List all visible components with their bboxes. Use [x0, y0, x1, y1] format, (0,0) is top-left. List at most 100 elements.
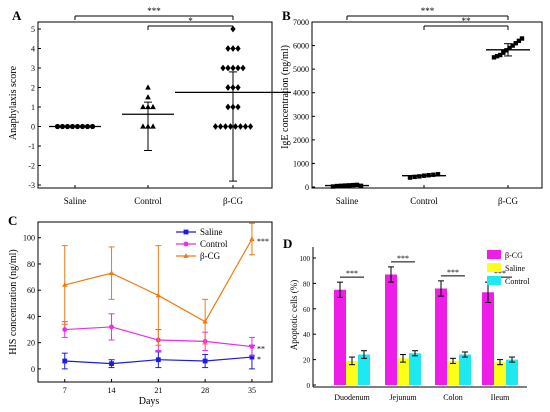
panel-a-point [235, 45, 241, 52]
panel-d-legend-swatch [487, 250, 501, 259]
panel-a-point [230, 64, 236, 72]
panel-b-y-tick-label: 6000 [293, 42, 309, 51]
panel-a-y-tick-label: 2 [31, 84, 35, 93]
panel-d-legend-label: Control [505, 277, 530, 286]
panel-a-point [222, 123, 229, 130]
panel-c-y-tick-label: 20 [27, 339, 35, 348]
panel-d-legend-swatch [487, 276, 501, 285]
panel-a-y-tick-label: 1 [31, 103, 35, 112]
panel-d-x-tick-label: Colon [443, 393, 463, 402]
panel-d-y-tick-label: 40 [303, 331, 311, 339]
panel-b-point [516, 38, 522, 44]
panel-b-point [513, 41, 518, 46]
panel-b-y-tick-label: 2000 [293, 136, 309, 145]
panel-c-letter: C [8, 213, 17, 228]
panel-b-point [407, 175, 413, 180]
panel-d-ylabel: Apoptotic cells (%) [289, 280, 299, 350]
panel-a-y-tick-label: -1 [28, 142, 35, 151]
panel-a-point [145, 84, 151, 90]
panel-b-letter: B [282, 8, 291, 23]
panel-b-point [417, 174, 422, 179]
panel-a-sig-label: *** [147, 6, 161, 16]
panel-b-plot-frame [311, 21, 543, 189]
panel-d-bar [447, 360, 459, 385]
panel-c-x-tick-label: 14 [108, 386, 116, 395]
panel-a-point [145, 94, 151, 100]
panel-a-point [140, 103, 146, 110]
panel-c-x-tick-label: 28 [201, 386, 209, 395]
panel-a-point [247, 123, 254, 130]
panel-a-y-tick-label: 5 [31, 25, 35, 34]
panel-c-x-tick-label: 21 [154, 386, 162, 395]
panel-c-legend-marker [183, 253, 189, 258]
panel-a-point [232, 123, 239, 130]
panel-b-y-tick-label: 0 [305, 183, 309, 192]
panel-b-point [491, 55, 497, 60]
panel-a-plot-frame [37, 21, 273, 189]
panel-d-bar [346, 360, 358, 385]
panel-b-point [330, 184, 336, 189]
panel-b-y-tick-label: 3000 [293, 112, 309, 121]
panel-b-point [431, 172, 436, 177]
panel-d-legend-label: Saline [505, 264, 525, 273]
panel-c-y-tick-label: 100 [23, 234, 35, 243]
panel-a-y-tick-label: 4 [31, 45, 35, 54]
panel-a-point [235, 103, 241, 111]
panel-c-xlabel: Days [139, 396, 160, 407]
panel-c-x-tick-label: 35 [248, 386, 256, 395]
panel-a-point [237, 123, 244, 130]
panel-b-point [510, 43, 515, 48]
panel-c-x-tick-label: 7 [63, 386, 67, 395]
panel-a: A Anaphylaxis score -3 -2 -1 0 1 2 3 4 5 Saline Co… [8, 6, 291, 206]
panel-b-x-tick-label: β-CG [498, 196, 519, 206]
panel-a-point [140, 123, 146, 129]
panel-a-point [235, 64, 241, 72]
panel-b-point [507, 45, 512, 51]
panel-b: B IgE concentration (ng/ml) 0 1000 2000 300… [280, 6, 543, 206]
panel-d-sig-label: *** [397, 254, 409, 263]
panel-d-letter: D [283, 236, 292, 251]
panel-c-y-tick-label: 40 [27, 312, 35, 321]
panel-c-point [62, 327, 68, 332]
panel-d-x-tick-label: Ileum [491, 393, 510, 402]
panel-d-y-tick-label: 0 [307, 382, 311, 390]
panel-d-y-tick-label: 20 [303, 357, 311, 365]
panel-b-point [435, 172, 441, 177]
panel-c-y-tick-label: 60 [27, 286, 35, 295]
panel-c-plot-frame [37, 221, 273, 383]
panel-a-y-tick-label: -3 [28, 181, 35, 190]
panel-a-point [225, 103, 231, 111]
panel-c-ylabel: HIS concentration (ng/ml) [8, 249, 19, 355]
panel-a-x-tick-label: β-CG [223, 196, 244, 206]
panel-b-x-tick-label: Control [410, 196, 438, 206]
panel-a-point [242, 123, 249, 130]
panel-b-point [494, 53, 500, 59]
panel-d-bar [482, 292, 494, 385]
panel-a-point [240, 64, 246, 72]
panel-c-sig-label: * [257, 355, 261, 364]
panel-a-point [150, 123, 156, 129]
panel-d-bar [334, 289, 346, 385]
panel-d-y-tick-label: 100 [300, 255, 311, 263]
panel-d-sig-label: *** [447, 268, 459, 277]
panel-c-point [155, 357, 161, 363]
panel-c-point [155, 292, 161, 298]
panel-c-point [109, 361, 114, 367]
panel-b-sig-label: *** [421, 6, 435, 16]
panel-d-bar [385, 274, 397, 385]
panel-a-sig-label: * [188, 16, 193, 26]
panel-a-letter: A [12, 8, 22, 23]
panel-c-legend-label: Control [200, 239, 228, 249]
panel-c-point [202, 358, 208, 364]
panel-d-x-tick-label: Jejunum [389, 393, 417, 402]
panel-b-y-tick-label: 7000 [293, 18, 309, 27]
panel-a-point [227, 123, 234, 130]
panel-b-y-tick-label: 5000 [293, 65, 309, 74]
panel-b-x-tick-label: Saline [336, 196, 359, 206]
panel-d-bar [459, 354, 471, 385]
panel-d-y-tick-label: 80 [303, 280, 311, 288]
panel-a-y-tick-label: -2 [28, 162, 35, 171]
panel-a-ylabel: Anaphylaxis score [8, 65, 19, 140]
panel-a-point [217, 123, 224, 130]
panel-a-y-tick-label: 0 [31, 123, 35, 132]
